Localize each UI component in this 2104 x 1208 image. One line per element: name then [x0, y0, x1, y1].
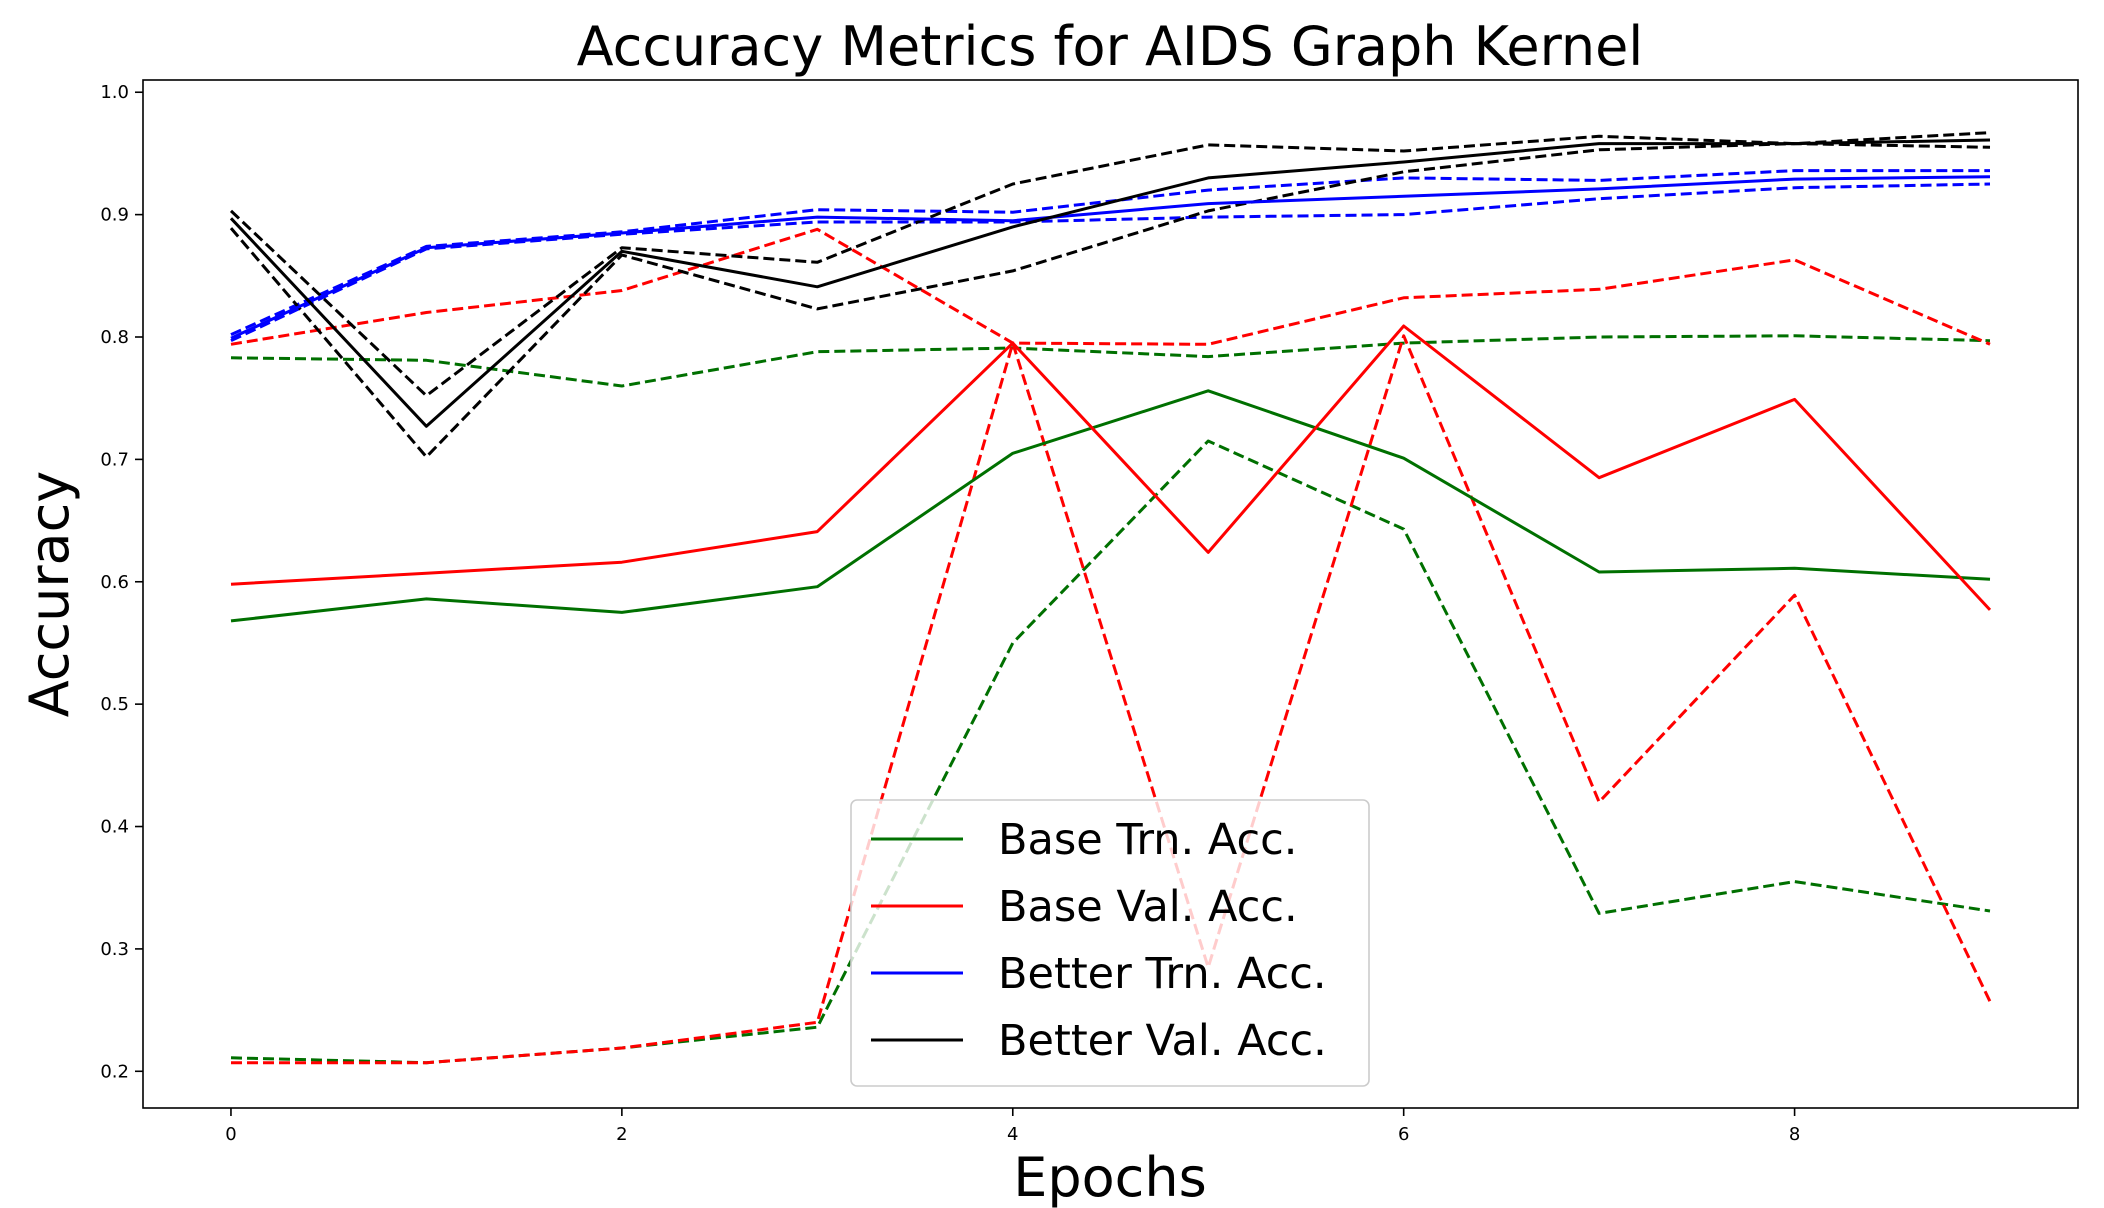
y-tick-label: 0.3 [100, 939, 129, 960]
x-axis-ticks: 0 2 4 6 8 [225, 1108, 1800, 1145]
y-tick-label: 0.7 [100, 449, 129, 470]
dashed-series-line-4 [230, 334, 1991, 388]
y-axis-ticks: 0.2 0.3 0.4 0.5 0.6 0.7 0.8 0.9 1.0 [100, 82, 143, 1082]
plot-area-frame [142, 79, 2079, 1109]
y-tick-label: 0.8 [100, 327, 129, 348]
dashed-series-line-11 [229, 142, 1991, 459]
dashed-series-line-7 [231, 334, 1992, 1065]
x-tick-label: 8 [1789, 1124, 1800, 1145]
legend: Base Trn. Acc. Base Val. Acc. Better Trn. … [850, 799, 1370, 1087]
series-line-0 [230, 389, 1991, 623]
series-line-1 [230, 324, 1992, 611]
y-tick-label: 1.0 [100, 82, 129, 103]
y-tick-label: 0.4 [100, 817, 129, 838]
x-tick-label: 2 [616, 1124, 627, 1145]
x-tick-label: 0 [225, 1124, 236, 1145]
y-tick-label: 0.5 [100, 694, 129, 715]
x-tick-label: 6 [1398, 1124, 1409, 1145]
legend-label: Better Trn. Acc. [998, 949, 1327, 999]
legend-label: Base Trn. Acc. [998, 815, 1297, 865]
legend-items: Base Trn. Acc. Base Val. Acc. Better Trn. … [871, 815, 1327, 1066]
x-tick-label: 4 [1007, 1124, 1018, 1145]
chart-title: Accuracy Metrics for AIDS Graph Kernel [577, 15, 1644, 78]
x-axis-label: Epochs [1013, 1146, 1206, 1208]
y-axis-label: Accuracy [18, 471, 81, 718]
dashed-series-line-10 [229, 131, 1991, 398]
legend-frame [850, 799, 1370, 1087]
series-line-2 [230, 175, 1991, 340]
y-tick-label: 0.2 [100, 1061, 129, 1082]
series-layer [229, 131, 1992, 1065]
y-tick-label: 0.6 [100, 572, 129, 593]
y-tick-label: 0.9 [100, 205, 129, 226]
legend-label: Base Val. Acc. [998, 882, 1298, 932]
dashed-series-line-6 [230, 227, 1991, 346]
legend-label: Better Val. Acc. [998, 1016, 1327, 1066]
series-line-3 [229, 138, 1991, 428]
